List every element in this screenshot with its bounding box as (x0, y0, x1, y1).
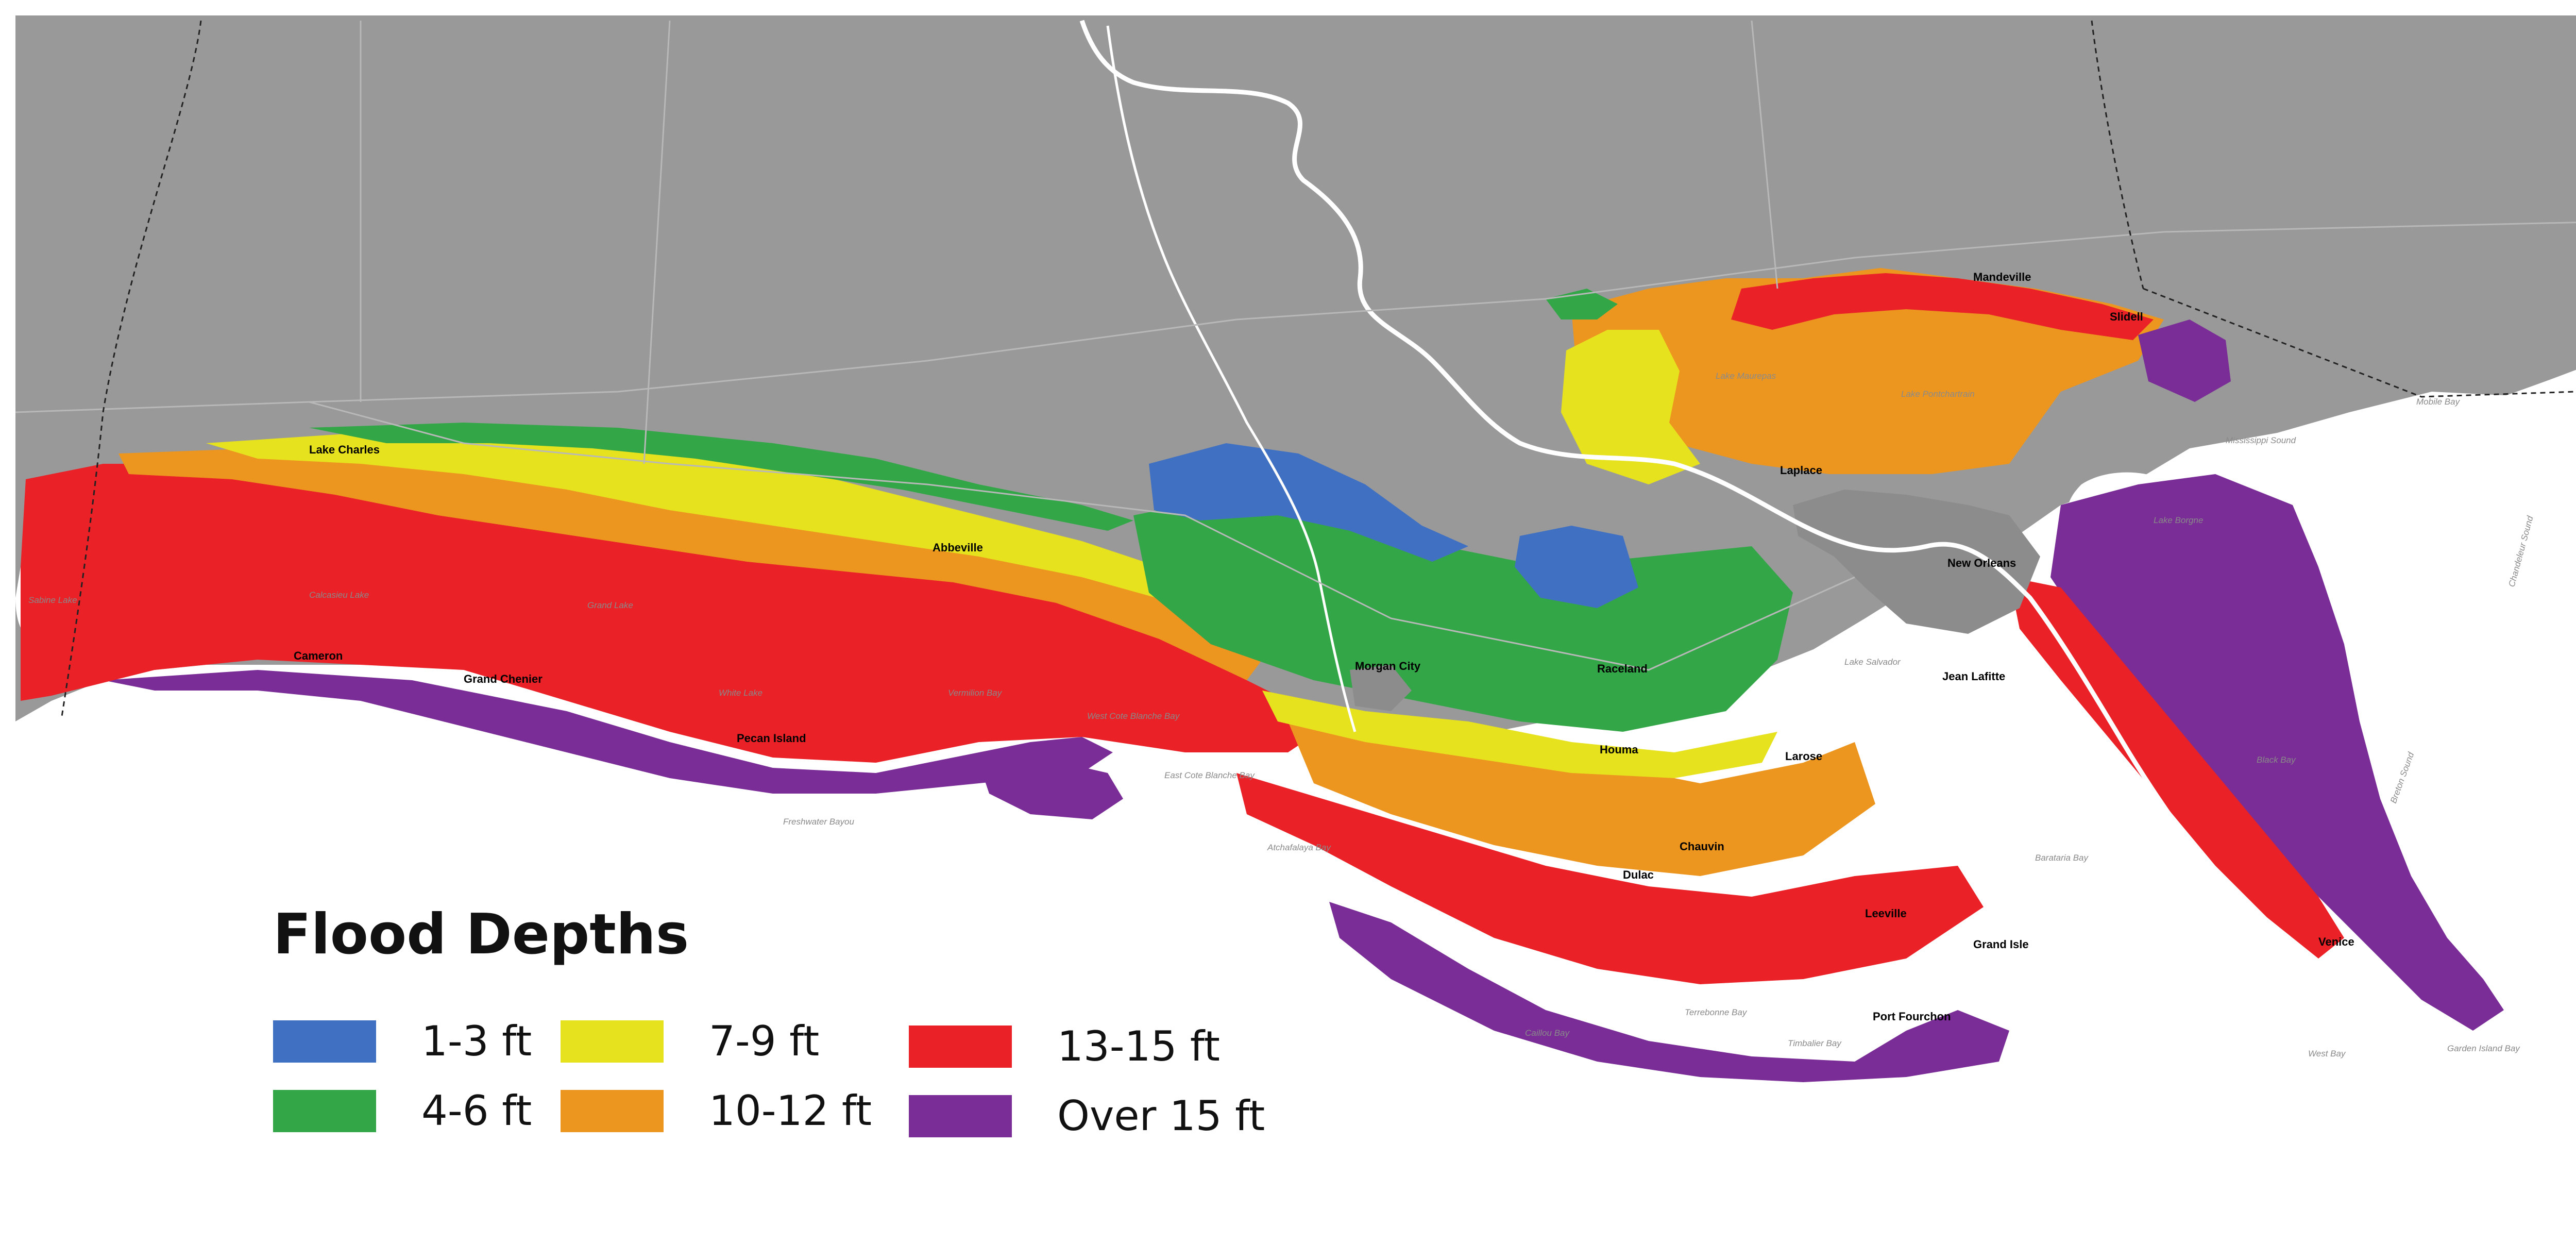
water-label: West Bay (2308, 1049, 2346, 1058)
legend-item-7-9ft: 7-9 ft (561, 1020, 819, 1063)
flood-zone-7-9ft-north (1561, 330, 1700, 484)
city-label: Dulac (1623, 868, 1654, 881)
legend-swatch (273, 1090, 376, 1132)
city-label: Houma (1600, 743, 1638, 756)
legend-label: 7-9 ft (709, 1017, 820, 1065)
flood-zone-13-15ft-central (1236, 773, 1984, 984)
water-label: Grand Lake (587, 600, 633, 610)
legend-swatch (909, 1026, 1012, 1068)
legend-swatch (909, 1095, 1012, 1137)
city-label: Larose (1785, 750, 1822, 763)
legend-label: 1-3 ft (421, 1017, 532, 1065)
legend-item-over-15ft: Over 15 ft (909, 1095, 1265, 1137)
flood-zones (21, 268, 2504, 1082)
legend-swatch (561, 1090, 664, 1132)
water-label: East Cote Blanche Bay (1164, 770, 1255, 780)
road-east (1751, 20, 1778, 289)
city-label: Venice (2318, 935, 2354, 948)
road-mid (643, 20, 671, 464)
water-label: Freshwater Bayou (783, 817, 854, 827)
legend-title: Flood Depths (273, 902, 689, 967)
city-label: Chauvin (1680, 840, 1724, 853)
flood-zone-4-6ft-west (309, 423, 1133, 531)
water-label: Sabine Lake (28, 595, 77, 605)
flood-zone-1-3ft-east (1515, 526, 1638, 608)
city-label: New Orleans (1947, 557, 2016, 569)
city-label: Morgan City (1355, 660, 1421, 673)
legend-label: 4-6 ft (421, 1087, 532, 1135)
city-label: Leeville (1865, 907, 1907, 920)
lake-salvador (1835, 629, 1907, 696)
road-us90 (309, 401, 1855, 671)
city-label: Lake Charles (309, 443, 380, 456)
city-label: Mandeville (1973, 271, 2031, 283)
water-label: Lake Borgne (2154, 515, 2203, 525)
city-label: Grand Isle (1973, 938, 2029, 951)
legend-label: 10-12 ft (709, 1087, 872, 1135)
legend-item-10-12ft: 10-12 ft (561, 1090, 872, 1132)
water-label: Lake Maurepas (1716, 371, 1776, 381)
water-label: Lake Salvador (1844, 657, 1901, 667)
city-label: Jean Lafitte (1942, 670, 2005, 683)
water-label: Calcasieu Lake (309, 590, 369, 600)
protected-areas (1350, 490, 2040, 711)
water-label: White Lake (719, 688, 762, 698)
water-label: Garden Island Bay (2447, 1044, 2520, 1053)
city-labels: Mandeville Slidell Laplace New Orleans L… (294, 271, 2354, 1023)
flood-zone-over-15ft-east (2050, 474, 2504, 1031)
flood-zone-13-15ft-west (21, 464, 1319, 763)
water-label: West Cote Blanche Bay (1087, 711, 1180, 721)
city-label: Raceland (1597, 662, 1648, 675)
water-label: Lake Pontchartrain (1901, 389, 1975, 399)
water-label: Mobile Bay (2416, 397, 2461, 407)
flood-zone-over-15ft-mobile (2138, 320, 2231, 402)
city-label: Laplace (1780, 464, 1822, 477)
flood-zone-7-9ft-central (1262, 691, 1777, 778)
flood-zone-over-15ft-islands (979, 758, 1123, 819)
mississippi-river (1079, 20, 2320, 1001)
legend-swatch (561, 1020, 664, 1063)
legend-item-13-15ft: 13-15 ft (909, 1026, 1220, 1068)
flood-zone-10-12ft-west (118, 448, 1262, 680)
city-label: Grand Chenier (464, 673, 543, 685)
water-label: Barataria Bay (2035, 853, 2089, 863)
water-label: Atchafalaya Bay (1267, 843, 1331, 852)
flood-zone-1-3ft-central (1149, 443, 1468, 562)
water-label: Vermilion Bay (948, 688, 1003, 698)
roads (15, 20, 2576, 671)
atchafalaya-river (1106, 25, 1357, 732)
morgan-city-protected-area (1350, 665, 1412, 711)
legend-label: 13-15 ft (1057, 1022, 1221, 1070)
water-label: Terrebonne Bay (1685, 1007, 1748, 1017)
city-label: Pecan Island (737, 732, 806, 745)
legend-item-1-3ft: 1-3 ft (273, 1020, 532, 1063)
flood-zone-over-15ft-west (103, 670, 1113, 794)
flood-zone-over-15ft-south (1329, 902, 2009, 1082)
legend-item-4-6ft: 4-6 ft (273, 1090, 532, 1132)
water-label: Timbalier Bay (1788, 1038, 1842, 1048)
flood-zone-13-15ft-delta (2009, 577, 2344, 959)
flood-zone-10-12ft-central (1288, 721, 1875, 876)
city-label: Port Fourchon (1873, 1010, 1951, 1023)
legend-swatch (273, 1020, 376, 1063)
flood-zone-13-15ft-north (1731, 273, 2154, 340)
city-label: Abbeville (933, 541, 983, 554)
city-label: Cameron (294, 649, 343, 662)
water-label: Mississippi Sound (2226, 435, 2296, 445)
road-i10 (15, 222, 2576, 413)
water-label: Caillou Bay (1525, 1028, 1570, 1038)
city-label: Slidell (2110, 310, 2143, 323)
new-orleans-protected-area (1793, 490, 2040, 634)
water-label: Black Bay (2257, 755, 2296, 765)
flood-zone-4-6ft-central (1133, 495, 1793, 732)
state-border (61, 20, 2576, 717)
legend-label: Over 15 ft (1057, 1092, 1265, 1140)
